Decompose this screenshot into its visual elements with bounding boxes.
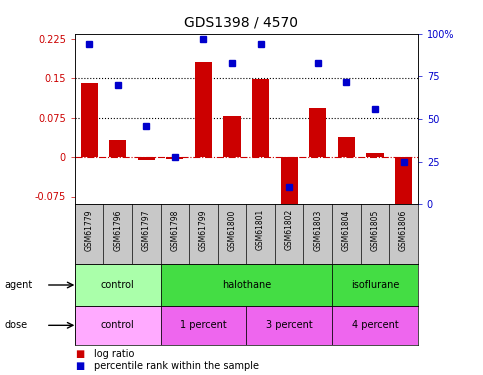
Text: percentile rank within the sample: percentile rank within the sample xyxy=(94,361,259,370)
Bar xyxy=(395,157,412,206)
Bar xyxy=(332,264,418,306)
Text: GSM61798: GSM61798 xyxy=(170,209,179,251)
Text: GSM61802: GSM61802 xyxy=(284,209,294,251)
Text: 1 percent: 1 percent xyxy=(180,320,227,330)
Text: GSM61805: GSM61805 xyxy=(370,209,380,251)
Text: GSM61803: GSM61803 xyxy=(313,209,322,251)
Bar xyxy=(338,137,355,157)
Bar xyxy=(332,306,418,345)
Bar xyxy=(75,264,161,306)
Bar xyxy=(281,157,298,207)
Text: GSM61806: GSM61806 xyxy=(399,209,408,251)
Text: ■: ■ xyxy=(75,349,84,358)
Bar xyxy=(195,62,212,157)
Text: agent: agent xyxy=(5,280,33,290)
Text: log ratio: log ratio xyxy=(94,349,135,358)
Bar xyxy=(160,264,332,306)
Bar xyxy=(75,306,161,345)
Text: GSM61804: GSM61804 xyxy=(342,209,351,251)
Text: control: control xyxy=(101,280,135,290)
Bar xyxy=(246,306,332,345)
Text: halothane: halothane xyxy=(222,280,271,290)
Text: 4 percent: 4 percent xyxy=(352,320,398,330)
Bar xyxy=(224,116,241,157)
Bar xyxy=(367,153,384,157)
Text: GSM61801: GSM61801 xyxy=(256,209,265,251)
Text: GSM61797: GSM61797 xyxy=(142,209,151,251)
Text: GSM61779: GSM61779 xyxy=(85,209,94,251)
Text: 3 percent: 3 percent xyxy=(266,320,313,330)
Bar xyxy=(309,108,327,157)
Bar xyxy=(252,80,269,157)
Text: dose: dose xyxy=(5,320,28,330)
Bar xyxy=(166,157,184,159)
Text: control: control xyxy=(101,320,135,330)
Text: GSM61800: GSM61800 xyxy=(227,209,237,251)
Bar xyxy=(109,140,127,157)
Text: GDS1398 / 4570: GDS1398 / 4570 xyxy=(185,15,298,29)
Bar xyxy=(81,83,98,157)
Bar xyxy=(138,157,155,160)
Text: GSM61799: GSM61799 xyxy=(199,209,208,251)
Bar xyxy=(160,306,246,345)
Text: GSM61796: GSM61796 xyxy=(113,209,122,251)
Text: ■: ■ xyxy=(75,361,84,370)
Text: isoflurane: isoflurane xyxy=(351,280,399,290)
